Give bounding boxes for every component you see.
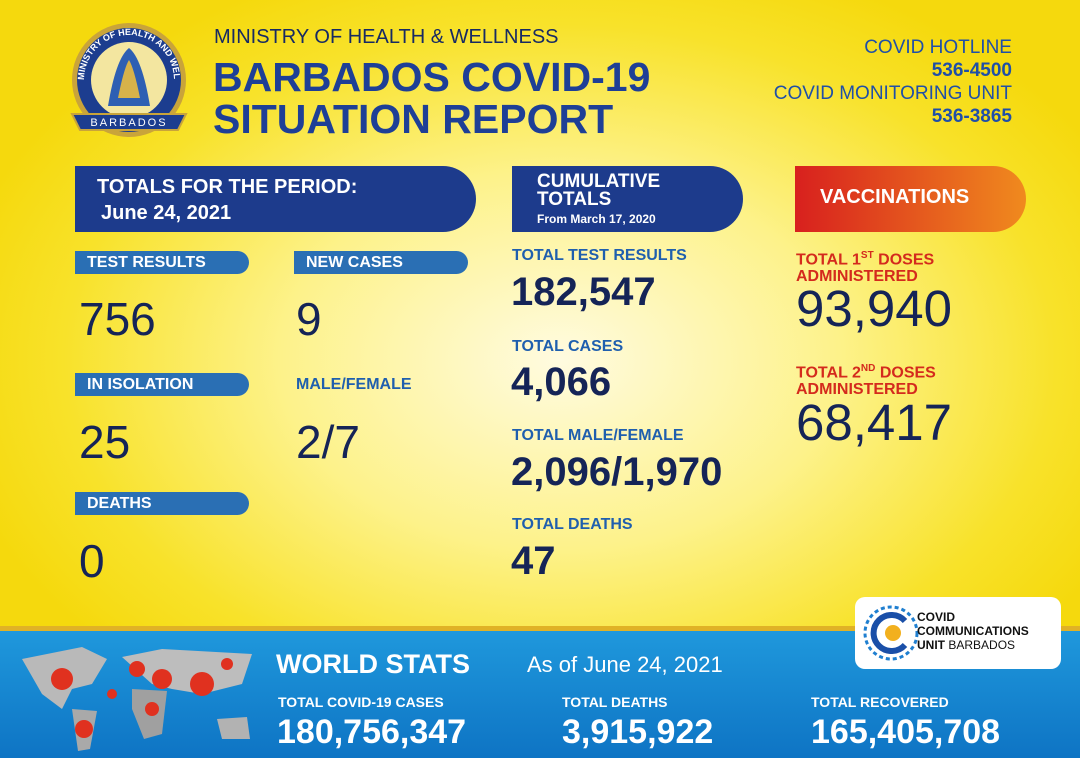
cumulative-heading: CUMULATIVE xyxy=(537,171,661,192)
stat-label: NEW CASES xyxy=(294,251,468,274)
ccu-line: COVID xyxy=(917,610,956,624)
dose-label-sup: ST xyxy=(860,250,874,261)
world-as-of: As of June 24, 2021 xyxy=(527,652,723,677)
ministry-logo: MINISTRY OF HEALTH AND WELLNESS BARBADOS xyxy=(66,18,188,137)
dose-label-text: TOTAL 1 xyxy=(796,251,861,269)
dose-value: 68,417 xyxy=(796,394,952,451)
hotline-number: 536-4500 xyxy=(931,60,1012,81)
contacts: COVID HOTLINE 536-4500 COVID MONITORING … xyxy=(774,36,1012,128)
ccu-line: COMMUNICATIONS xyxy=(917,624,1029,638)
world-value: 180,756,347 xyxy=(277,713,467,751)
cumulative-header: CUMULATIVE TOTALS From March 17, 2020 xyxy=(512,166,743,232)
dose-label-sup: ND xyxy=(860,363,876,374)
cumulative-value: 2,096/1,970 xyxy=(511,450,723,494)
stat-label: MALE/FEMALE xyxy=(296,376,412,393)
cumulative-label: TOTAL TEST RESULTS xyxy=(512,247,687,264)
stat-value: 756 xyxy=(79,293,156,345)
period-heading: TOTALS FOR THE PERIOD: xyxy=(97,176,358,198)
stat-label: DEATHS xyxy=(75,492,249,515)
cumulative-value: 47 xyxy=(511,539,556,583)
gold-rule xyxy=(0,626,1080,631)
dose-label-text: ADMINISTERED xyxy=(796,268,918,286)
cumulative-since: From March 17, 2020 xyxy=(537,212,656,226)
world-value: 3,915,922 xyxy=(562,713,714,751)
cumulative-label: TOTAL MALE/FEMALE xyxy=(512,427,684,444)
world-label: TOTAL RECOVERED xyxy=(811,694,949,710)
stat-value: 2/7 xyxy=(296,416,360,468)
vaccinations-header: VACCINATIONS xyxy=(795,166,1026,232)
ccu-line: BARBADOS xyxy=(948,638,1016,652)
ccu-icon xyxy=(863,605,919,661)
dose-label-text: DOSES xyxy=(878,251,935,269)
vaccinations-heading: VACCINATIONS xyxy=(820,186,970,208)
report-title: BARBADOS COVID-19 xyxy=(213,54,651,100)
ministry-name: MINISTRY OF HEALTH & WELLNESS xyxy=(214,26,559,48)
monitoring-number: 536-3865 xyxy=(931,106,1012,127)
ccu-logo: COVID COMMUNICATIONS UNIT BARBADOS xyxy=(855,597,1061,669)
stat-label: TEST RESULTS xyxy=(75,251,249,274)
period-header: TOTALS FOR THE PERIOD: June 24, 2021 xyxy=(75,166,476,232)
cumulative-label: TOTAL DEATHS xyxy=(512,516,633,533)
world-heading: WORLD STATS xyxy=(276,649,470,679)
logo-country: BARBADOS xyxy=(90,117,167,129)
world-label: TOTAL COVID-19 CASES xyxy=(278,694,444,710)
stat-value: 0 xyxy=(79,535,105,587)
world-label: TOTAL DEATHS xyxy=(562,694,668,710)
cumulative-label: TOTAL CASES xyxy=(512,338,624,355)
stat-value: 9 xyxy=(296,293,322,345)
report-title: SITUATION REPORT xyxy=(213,96,614,142)
world-band: WORLD STATS As of June 24, 2021 TOTAL CO… xyxy=(0,631,1080,758)
dose-label: TOTAL 1ST DOSES ADMINISTERED xyxy=(796,247,934,285)
cumulative-value: 182,547 xyxy=(511,270,656,314)
world-value: 165,405,708 xyxy=(811,713,1001,751)
ccu-line: UNIT xyxy=(917,638,945,652)
dose-value: 93,940 xyxy=(796,280,952,337)
period-date: June 24, 2021 xyxy=(101,202,232,224)
dose-label: TOTAL 2ND DOSES ADMINISTERED xyxy=(796,360,936,398)
cumulative-heading: TOTALS xyxy=(537,189,612,210)
dose-label-text: ADMINISTERED xyxy=(796,381,918,399)
cumulative-value: 4,066 xyxy=(511,360,612,404)
world-map xyxy=(22,647,252,751)
dose-label-text: TOTAL 2 xyxy=(796,364,861,382)
stat-value: 25 xyxy=(79,416,131,468)
stat-label: IN ISOLATION xyxy=(75,373,249,396)
monitoring-label: COVID MONITORING UNIT xyxy=(773,83,1012,104)
hotline-label: COVID HOTLINE xyxy=(864,37,1012,58)
dose-label-text: DOSES xyxy=(879,364,936,382)
ccu-text: COVID COMMUNICATIONS UNIT BARBADOS xyxy=(917,610,1029,652)
